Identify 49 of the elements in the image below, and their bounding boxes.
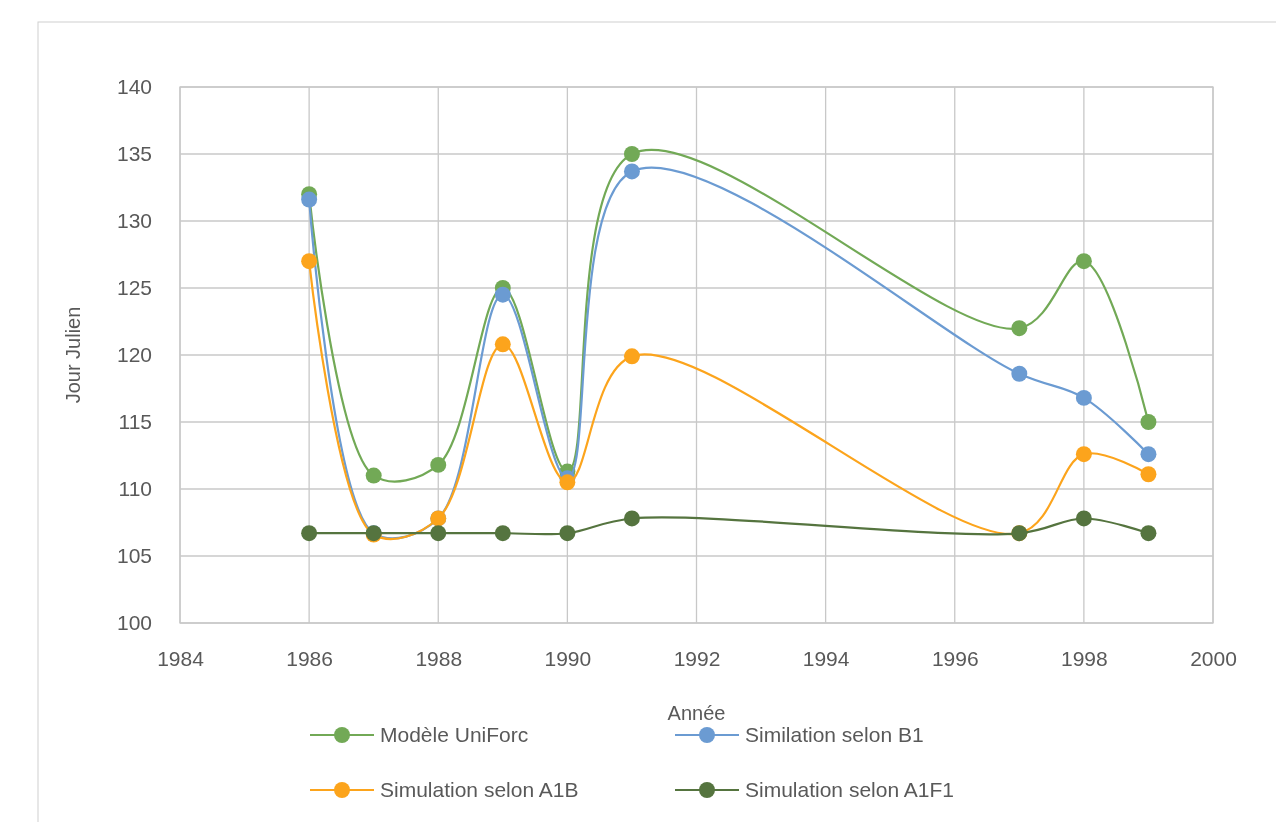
x-tick-label: 2000 [1190,646,1237,670]
point [430,525,447,542]
x-tick-label: 1984 [157,646,205,670]
x-axis-title: Année [667,702,726,724]
point [623,348,640,365]
x-tick-label: 1988 [415,646,463,670]
point [1075,510,1092,527]
legend-label: Simulation selon A1F1 [745,778,954,801]
point [1075,446,1092,463]
y-tick-label: 125 [116,276,152,300]
legend-label: Similation selon B1 [745,723,924,746]
point [494,336,511,353]
y-tick-label: 135 [116,142,152,166]
y-tick-label: 115 [118,410,152,434]
y-tick-label: 105 [116,544,152,568]
x-tick-label: 1996 [931,646,979,670]
x-tick-label: 1998 [1061,646,1108,670]
point [1140,414,1157,430]
y-tick-label: 120 [116,343,152,367]
point [365,467,382,484]
point [430,456,447,473]
point [301,253,318,270]
y-axis-title: Jour Julien [62,306,84,404]
point [1075,253,1092,270]
point [301,525,318,542]
y-tick-label: 110 [118,477,152,501]
point [301,191,318,208]
point [623,146,640,162]
point [559,525,576,542]
y-tick-label: 140 [116,75,152,99]
point [1140,525,1157,542]
point [623,163,640,180]
x-tick-label: 1986 [286,646,333,670]
point [1011,365,1028,382]
point [1011,320,1028,337]
legend-label: Simulation selon A1B [380,778,579,801]
point [494,286,511,303]
x-tick-label: 1990 [544,646,592,670]
point [1075,389,1092,406]
point [1140,466,1157,483]
x-tick-label: 1994 [802,646,850,670]
point [1140,446,1157,463]
x-tick-label: 1992 [673,646,721,670]
y-tick-label: 100 [116,611,152,635]
point [623,510,640,527]
y-tick-label: 130 [116,209,152,233]
point [494,525,511,542]
legend-label: Modèle UniForc [380,723,529,746]
point [559,474,576,491]
